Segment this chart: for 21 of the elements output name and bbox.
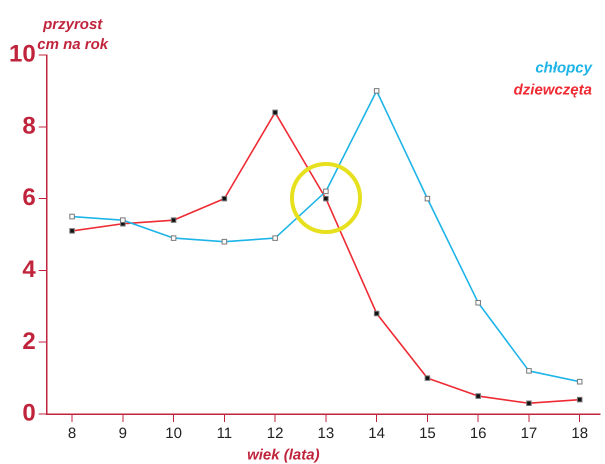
y-tick-label: 8 — [22, 112, 36, 140]
y-tick-label: 0 — [22, 400, 36, 427]
x-axis-title: wiek (lata) — [247, 446, 320, 464]
x-tick-label: 18 — [571, 425, 588, 442]
y-axis-title: przyrost cm na rok — [37, 16, 109, 53]
text: chłopcy — [535, 60, 593, 77]
y-tick-label: 6 — [22, 184, 36, 212]
x-tick-label: 12 — [266, 425, 284, 442]
x-tick-label: 13 — [318, 425, 334, 442]
y-tick-label: 10 — [8, 40, 36, 68]
y-tick-label: 2 — [22, 328, 36, 355]
x-tick-label: 14 — [368, 425, 385, 442]
x-tick-label: 8 — [68, 425, 76, 442]
x-tick-label: 15 — [419, 425, 436, 442]
x-tick-label: 11 — [216, 425, 232, 442]
x-tick-label: 17 — [520, 425, 538, 442]
x-tick-label: 9 — [118, 425, 128, 442]
y-tick-label: 4 — [22, 256, 36, 284]
text: dziewczęta — [514, 82, 592, 99]
x-tick-label: 16 — [470, 425, 487, 442]
x-tick-label: 10 — [165, 425, 182, 442]
